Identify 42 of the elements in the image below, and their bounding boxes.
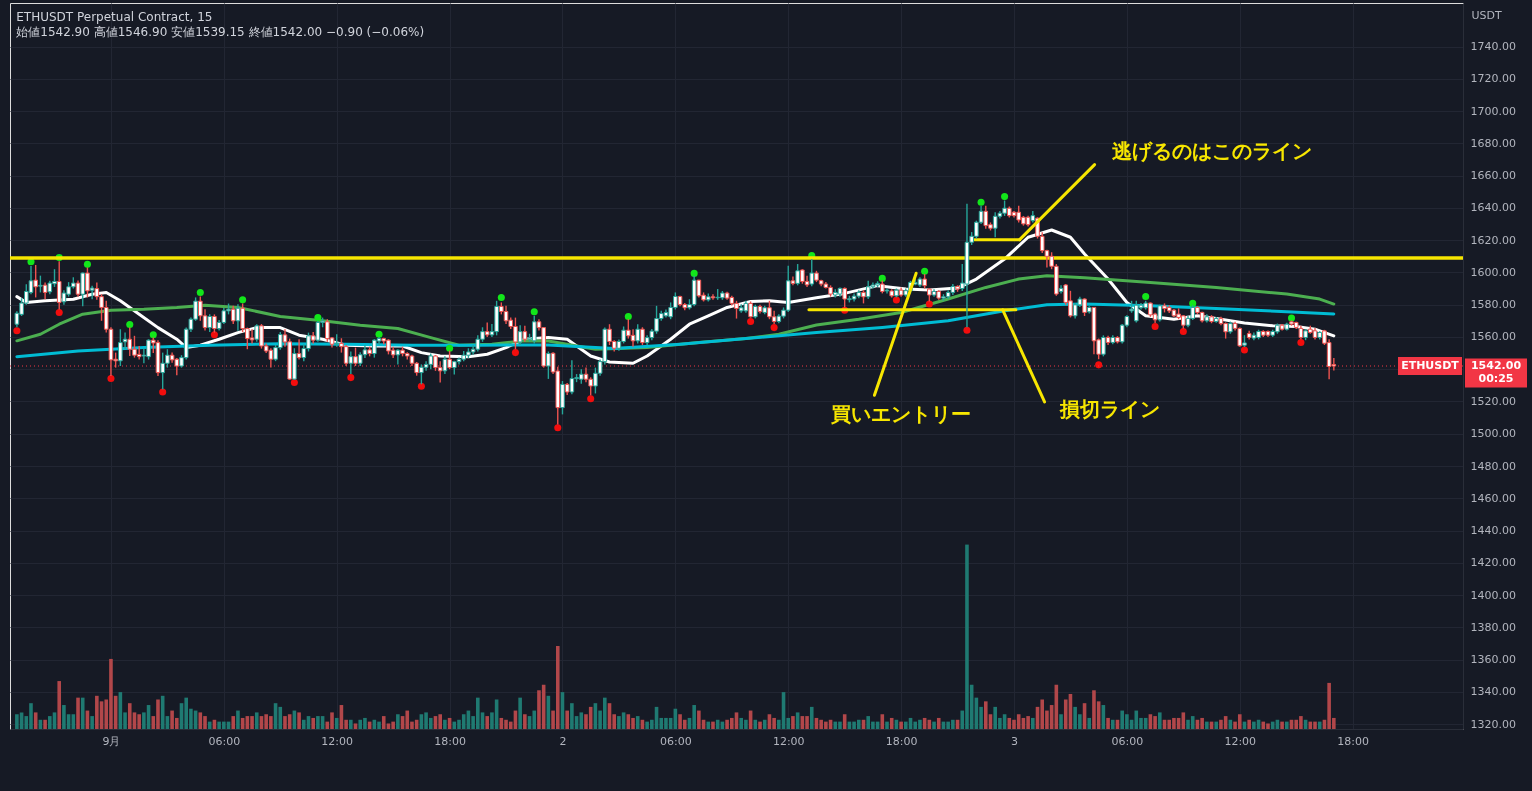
x-tick-label: 3 — [1011, 734, 1018, 748]
annotation: 逃げるのはこのライン — [1110, 138, 1312, 163]
x-tick-label: 06:00 — [208, 734, 241, 748]
y-tick-label: 1660.00 — [1470, 169, 1516, 183]
text: 始値1542.90 高値1546.90 安値1539.15 終値1542.00 −0.90 (−0.06%) — [16, 25, 425, 39]
y-tick-label: 1680.00 — [1470, 136, 1516, 150]
x-tick-label: 12:00 — [1224, 734, 1257, 748]
y-tick-label: 1520.00 — [1470, 394, 1516, 408]
text: 1542.00 — [1470, 359, 1522, 372]
x-tick-label: 12:00 — [772, 734, 805, 748]
annotation: 買いエントリー — [830, 402, 972, 427]
y-tick-label: 1400.00 — [1470, 588, 1516, 602]
x-tick-label: 18:00 — [885, 734, 918, 748]
y-tick-label: 1420.00 — [1470, 556, 1516, 570]
y-tick-label: 1500.00 — [1470, 427, 1516, 441]
y-tick-label: 1560.00 — [1470, 330, 1516, 344]
text: 00:25 — [1478, 372, 1514, 385]
x-tick-label: 2 — [559, 734, 567, 748]
text: ETHUSDT Perpetual Contract, 15 — [16, 10, 213, 24]
y-tick-label: 1600.00 — [1470, 265, 1516, 279]
y-tick-label: 1620.00 — [1470, 233, 1516, 247]
y-tick-label: 1320.00 — [1470, 717, 1516, 731]
x-tick-label: 9月 — [102, 734, 121, 748]
y-tick-label: 1740.00 — [1470, 40, 1516, 54]
y-tick-label: 1640.00 — [1470, 201, 1516, 215]
ref-line-label: ETHUSDT — [1401, 359, 1460, 372]
y-tick-label: 1580.00 — [1470, 298, 1516, 312]
y-tick-label: 1380.00 — [1470, 620, 1516, 634]
x-tick-label: 18:00 — [1337, 734, 1369, 748]
x-tick-label: 06:00 — [1111, 734, 1144, 748]
y-tick-label: 1480.00 — [1470, 459, 1516, 473]
y-tick-label: 1340.00 — [1470, 685, 1516, 699]
y-tick-label: 1720.00 — [1470, 72, 1516, 86]
x-tick-label: 06:00 — [660, 734, 692, 748]
y-tick-label: 1440.00 — [1470, 524, 1516, 538]
x-tick-label: 12:00 — [321, 734, 354, 748]
annotation: 損切ライン — [1058, 396, 1160, 421]
y-axis-title: USDT — [1471, 8, 1502, 22]
y-tick-label: 1360.00 — [1470, 653, 1516, 667]
x-tick-label: 18:00 — [434, 734, 466, 748]
y-tick-label: 1700.00 — [1470, 104, 1516, 118]
y-tick-label: 1460.00 — [1470, 491, 1516, 505]
